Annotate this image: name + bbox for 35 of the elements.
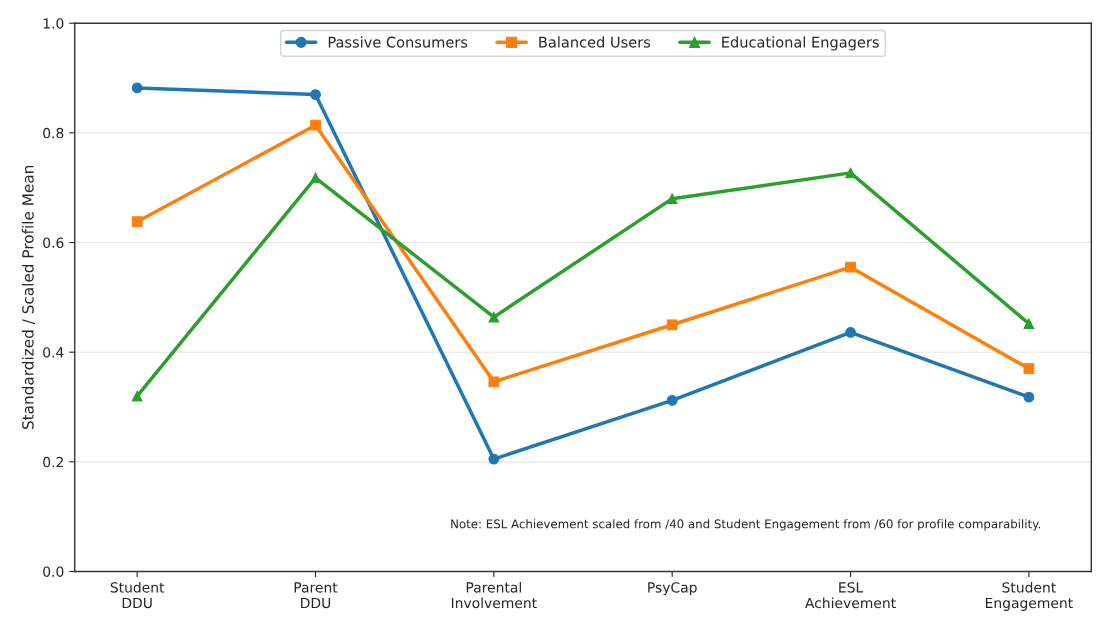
x-tick-label: ESL Achievement xyxy=(805,582,896,609)
point xyxy=(1023,391,1035,403)
point xyxy=(1023,363,1035,375)
x-tick-label: Student Engagement xyxy=(985,581,1073,611)
point xyxy=(666,319,678,331)
x-tick-label: Student DDU xyxy=(110,581,165,609)
x-tick-label: Parent DDU xyxy=(294,582,338,609)
x-tick-label: Parental Involvement xyxy=(451,581,537,609)
legend-label: Passive Consumers xyxy=(328,36,468,48)
y-axis-title: Standardized / Scaled Profile Mean xyxy=(21,165,35,430)
y-tick-label: 0.4 xyxy=(43,347,64,358)
legend-label: Balanced Users xyxy=(539,36,651,48)
point xyxy=(488,376,500,388)
x-tick-label: PsyCap xyxy=(648,582,697,596)
y-tick-label: 0.6 xyxy=(43,237,64,249)
point xyxy=(845,327,856,338)
y-tick-label: 0.8 xyxy=(43,127,64,139)
point xyxy=(845,261,856,273)
point xyxy=(131,82,143,94)
point xyxy=(131,216,143,228)
point xyxy=(488,453,500,465)
annotation: Note: ESL Achievement scaled from /40 and Student Engagement from /60 for profile comparability. xyxy=(451,519,1040,531)
legend-label: Educational Engagers xyxy=(722,36,879,51)
point xyxy=(666,395,678,406)
point xyxy=(488,311,500,323)
point xyxy=(310,89,321,100)
point xyxy=(845,167,856,179)
point xyxy=(666,193,678,205)
y-tick-label: 1.0 xyxy=(43,18,64,29)
point xyxy=(310,119,321,131)
point xyxy=(1023,318,1035,330)
point xyxy=(310,172,321,184)
point xyxy=(131,390,143,402)
y-tick-label: 0.0 xyxy=(43,566,64,577)
y-tick-label: 0.2 xyxy=(43,456,63,468)
